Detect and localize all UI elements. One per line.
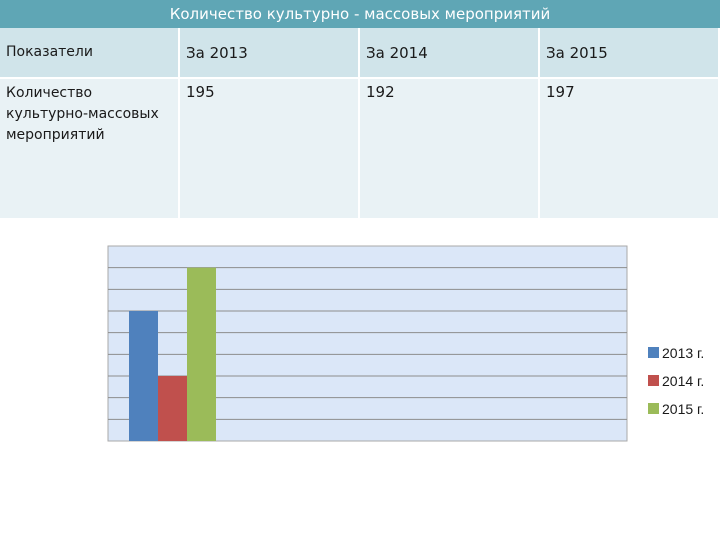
legend-label-2: 2014 г. — [662, 373, 704, 389]
legend-swatch-2 — [648, 375, 659, 386]
legend-swatch-3 — [648, 403, 659, 414]
bar-2 — [158, 376, 187, 441]
header-cell-2015: За 2015 — [539, 28, 720, 79]
table-row: Количество культурно-массовых мероприяти… — [0, 78, 720, 220]
header-cell-2014: За 2014 — [359, 28, 540, 79]
header-cell-indicators: Показатели — [0, 28, 180, 79]
legend-swatch-1 — [648, 347, 659, 358]
value-cell-2014: 192 — [359, 78, 540, 220]
header-cell-2013: За 2013 — [179, 28, 360, 79]
bar-1 — [129, 311, 158, 441]
legend-label-3: 2015 г. — [662, 401, 704, 417]
page-title: Количество культурно - массовых мероприя… — [169, 5, 551, 23]
value-cell-2013: 195 — [179, 78, 360, 220]
legend-label-1: 2013 г. — [662, 345, 704, 361]
row-label-cell: Количество культурно-массовых мероприяти… — [0, 78, 180, 220]
table-header-row: Показатели За 2013 За 2014 За 2015 — [0, 28, 720, 79]
bar-3 — [187, 267, 216, 441]
value-cell-2015: 197 — [539, 78, 720, 220]
title-bar: Количество культурно - массовых мероприя… — [0, 0, 720, 28]
data-table: Показатели За 2013 За 2014 За 2015 Колич… — [0, 28, 720, 220]
